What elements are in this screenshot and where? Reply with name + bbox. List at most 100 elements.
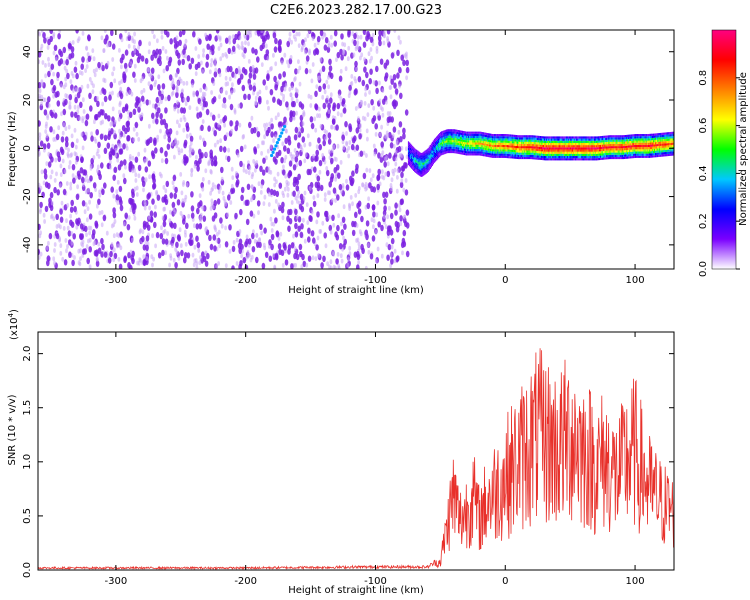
signal-trace-cell: [487, 144, 490, 147]
signal-trace-cell: [463, 150, 465, 153]
signal-trace-cell: [500, 142, 502, 145]
noise-speckle: [111, 43, 116, 50]
noise-speckle: [349, 195, 353, 200]
signal-trace-cell: [590, 147, 592, 150]
signal-trace-cell: [512, 139, 514, 142]
signal-trace-cell: [442, 139, 444, 142]
noise-speckle: [292, 100, 296, 108]
noise-speckle: [233, 73, 237, 79]
signal-trace-cell: [453, 151, 455, 154]
signal-trace-cell: [607, 139, 609, 142]
signal-trace-cell: [545, 142, 547, 146]
noise-speckle: [337, 265, 341, 269]
noise-speckle: [260, 183, 264, 189]
signal-trace-cell: [418, 162, 420, 165]
noise-speckle: [252, 229, 255, 235]
noise-speckle: [357, 116, 360, 121]
noise-speckle: [240, 253, 244, 259]
signal-trace-cell: [573, 145, 575, 148]
noise-speckle: [312, 195, 316, 200]
signal-trace-cell: [458, 141, 460, 144]
signal-trace-cell: [445, 145, 447, 148]
signal-trace-cell: [434, 152, 437, 156]
signal-trace-cell: [410, 154, 412, 157]
signal-trace-cell: [460, 143, 463, 146]
signal-trace-cell: [528, 150, 530, 153]
noise-speckle: [305, 262, 309, 268]
signal-trace-cell: [558, 142, 560, 146]
noise-speckle: [235, 120, 239, 127]
noise-speckle: [327, 84, 330, 90]
signal-trace-cell: [585, 151, 587, 154]
signal-trace-cell: [533, 150, 535, 153]
signal-trace-cell: [629, 141, 631, 144]
signal-trace-cell: [513, 137, 515, 140]
noise-speckle: [263, 194, 267, 200]
signal-trace-cell: [515, 152, 518, 155]
noise-speckle: [148, 215, 151, 220]
noise-speckle: [260, 230, 264, 236]
signal-trace-cell: [579, 147, 581, 150]
noise-speckle: [45, 133, 49, 139]
signal-trace-cell: [595, 151, 598, 154]
noise-speckle: [313, 49, 317, 56]
signal-trace-cell: [417, 163, 419, 166]
signal-trace-cell: [453, 140, 455, 143]
signal-trace-cell: [519, 143, 521, 147]
noise-speckle: [209, 149, 213, 156]
signal-trace-cell: [560, 151, 562, 154]
signal-trace-cell: [604, 146, 606, 149]
noise-speckle: [396, 255, 400, 262]
signal-trace-cell: [562, 138, 564, 141]
noise-speckle: [238, 35, 242, 41]
signal-trace-cell: [536, 144, 538, 147]
signal-trace-cell: [514, 152, 517, 155]
signal-trace-cell: [630, 145, 632, 148]
signal-trace-cell: [591, 147, 593, 150]
signal-trace-cell: [447, 146, 449, 149]
noise-speckle: [238, 247, 242, 254]
signal-trace-cell: [530, 137, 532, 140]
signal-trace-cell: [592, 140, 594, 143]
noise-speckle: [195, 265, 199, 269]
noise-speckle: [41, 60, 45, 65]
signal-trace-cell: [535, 144, 537, 147]
noise-speckle: [289, 111, 294, 119]
noise-speckle: [147, 49, 151, 55]
signal-trace-cell: [506, 142, 508, 145]
signal-trace-cell: [523, 141, 525, 144]
signal-trace-cell: [479, 153, 481, 156]
noise-speckle: [64, 82, 68, 88]
signal-trace-cell: [450, 144, 452, 147]
signal-trace-cell: [626, 141, 628, 144]
signal-trace-cell: [612, 139, 614, 142]
signal-trace-cell: [582, 151, 584, 154]
noise-speckle: [120, 37, 124, 43]
signal-trace-cell: [624, 154, 627, 157]
signal-trace-cell: [599, 136, 601, 139]
signal-trace-cell: [557, 136, 559, 139]
noise-speckle: [267, 191, 271, 197]
signal-trace-cell: [603, 146, 605, 149]
noise-speckle: [399, 181, 404, 189]
signal-trace-cell: [494, 140, 496, 143]
noise-speckle: [72, 88, 75, 93]
signal-trace-cell: [497, 149, 499, 152]
noise-speckle: [360, 215, 364, 223]
noise-speckle: [386, 254, 390, 261]
signal-trace-cell: [614, 152, 616, 155]
noise-speckle: [360, 100, 364, 105]
noise-speckle: [101, 64, 105, 72]
noise-speckle: [394, 88, 399, 95]
signal-trace-cell: [436, 136, 438, 139]
signal-trace-cell: [523, 143, 525, 147]
signal-trace-cell: [460, 130, 463, 133]
signal-trace-cell: [464, 146, 466, 149]
signal-trace-cell: [461, 137, 464, 140]
noise-speckle: [42, 32, 46, 39]
signal-trace-cell: [448, 129, 450, 132]
noise-speckle: [344, 66, 348, 72]
signal-trace-cell: [520, 148, 522, 151]
noise-speckle: [115, 189, 119, 195]
signal-trace-cell: [446, 151, 448, 154]
